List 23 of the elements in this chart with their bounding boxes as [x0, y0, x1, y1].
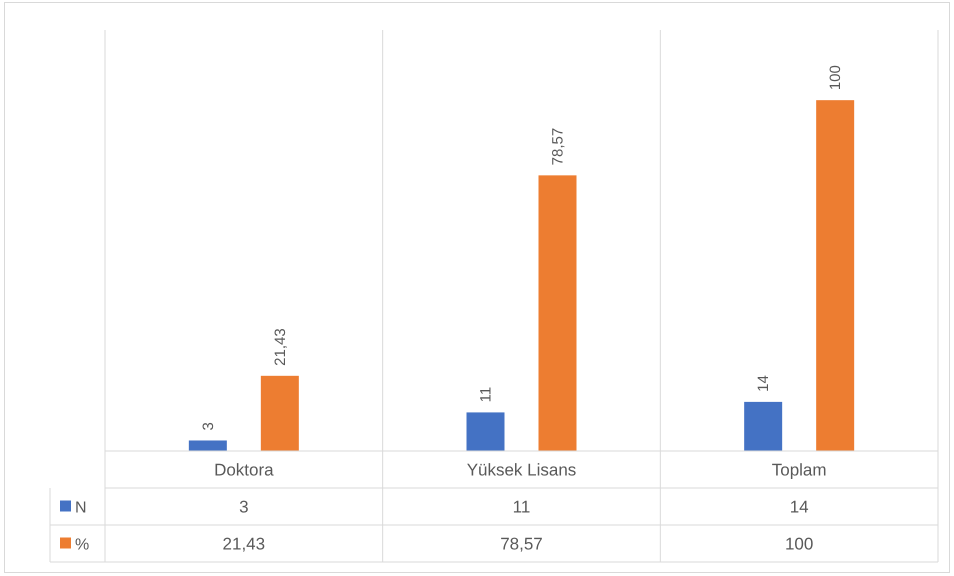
x-tick-label: Toplam [772, 460, 827, 480]
x-tick-label: Yüksek Lisans [466, 460, 576, 480]
data-label: 78,57 [500, 534, 543, 554]
data-label: 3 [239, 498, 249, 516]
text: 78,57 [550, 128, 566, 166]
bar [538, 175, 576, 451]
text: 11 [478, 386, 494, 402]
legend-label: % [75, 536, 90, 554]
legend-label: N [75, 500, 87, 516]
data-label: 11 [512, 498, 530, 516]
text: 14 [755, 375, 772, 392]
text: 100 [827, 65, 844, 90]
bar [744, 402, 782, 451]
data-label: 21,43 [222, 534, 266, 554]
data-label: 14 [790, 498, 809, 516]
bar [466, 412, 504, 451]
x-tick-label: Doktora [214, 460, 274, 480]
text: 21,43 [272, 328, 289, 366]
bar [816, 100, 854, 451]
bar [188, 440, 227, 451]
bar [260, 376, 299, 451]
data-label: 100 [784, 534, 814, 554]
text: 3 [200, 422, 217, 430]
